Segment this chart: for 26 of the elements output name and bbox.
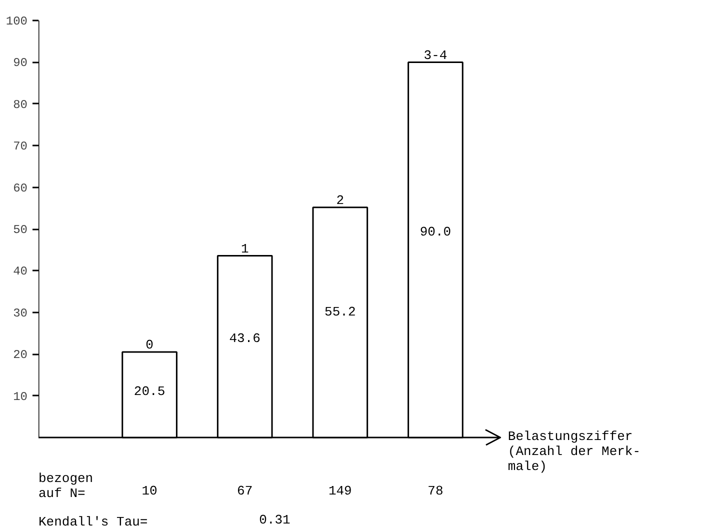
y-tick-label: 40 [13, 264, 28, 279]
text: Kendall's Tau= [38, 514, 148, 529]
data-label: 20.5 [134, 384, 166, 399]
y-tick-label: 70 [13, 140, 28, 154]
data-label: 90.0 [420, 224, 452, 240]
text: 149 [328, 483, 352, 498]
y-tick-label: 60 [13, 181, 28, 196]
text: bezogen auf N= [38, 470, 94, 501]
data-label: 55.2 [324, 304, 356, 320]
x-tick-label: 2 [336, 192, 344, 208]
text: 67 [237, 483, 253, 498]
x-tick-label: 0 [146, 338, 154, 353]
y-tick-label: 90 [13, 56, 28, 70]
y-tick-label: 20 [13, 348, 28, 362]
x-axis-title: Belastungsziffer (Anzahl der Merk- male) [508, 429, 641, 474]
y-tick-label: 100 [6, 14, 28, 29]
y-tick-label: 50 [13, 223, 28, 238]
text: 0.31 [259, 512, 291, 528]
text: 10 [142, 483, 158, 498]
y-tick-label: 30 [13, 306, 28, 320]
data-label: 43.6 [229, 331, 260, 346]
x-tick-label: 1 [240, 241, 249, 256]
y-tick-label: 80 [13, 98, 28, 112]
y-tick-label: 10 [13, 390, 28, 404]
x-tick-label: 3-4 [424, 48, 448, 63]
text: 78 [428, 483, 444, 498]
